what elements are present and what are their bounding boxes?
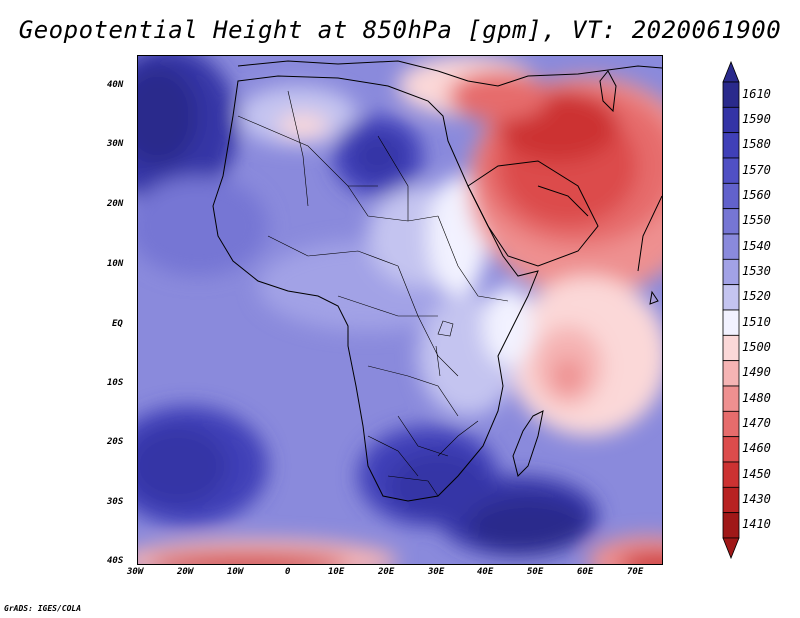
colorbar-swatch xyxy=(722,486,740,514)
map-svg xyxy=(138,56,662,564)
colorbar-label: 1530 xyxy=(742,264,771,278)
colorbar xyxy=(722,60,740,560)
lat-label: 10S xyxy=(107,378,124,388)
lon-label: 50E xyxy=(527,567,544,577)
colorbar-label: 1490 xyxy=(742,365,771,380)
lon-label: 10W xyxy=(227,567,244,577)
lat-label: EQ xyxy=(112,319,123,329)
colorbar-bottom-arrow xyxy=(722,537,740,560)
lat-label: 10N xyxy=(107,259,124,269)
colorbar-swatch xyxy=(722,182,740,210)
height-field xyxy=(138,56,662,564)
colorbar-swatch xyxy=(722,258,740,286)
lat-label: 20S xyxy=(107,437,124,447)
colorbar-label: 1520 xyxy=(742,289,771,304)
colorbar-swatch xyxy=(722,132,740,159)
credit-text: GrADS: IGES/COLA xyxy=(4,604,82,613)
lon-label: 20E xyxy=(378,567,395,577)
colorbar-swatch xyxy=(722,284,740,311)
colorbar-swatch xyxy=(722,334,740,362)
chart-title: Geopotential Height at 850hPa [gpm], VT:… xyxy=(18,16,782,44)
colorbar-label: 1410 xyxy=(742,517,771,532)
colorbar-label: 1590 xyxy=(742,112,771,126)
colorbar-top-arrow xyxy=(722,60,740,83)
colorbar-label: 1450 xyxy=(742,466,771,481)
lon-label: 70E xyxy=(627,567,644,577)
colorbar-label: 1540 xyxy=(742,238,771,253)
lon-label: 30E xyxy=(428,567,445,577)
colorbar-label: 1570 xyxy=(742,162,771,177)
colorbar-label: 1560 xyxy=(742,188,771,202)
lat-label: 40N xyxy=(107,80,124,90)
colorbar-swatch xyxy=(722,410,740,438)
map-panel xyxy=(137,55,663,565)
colorbar-swatch xyxy=(722,233,740,260)
colorbar-label: 1460 xyxy=(742,441,771,456)
lon-label: 10E xyxy=(328,567,345,577)
lon-label: 30W xyxy=(127,567,144,577)
colorbar-label: 1510 xyxy=(742,314,771,329)
colorbar-swatch xyxy=(722,309,740,336)
colorbar-label: 1470 xyxy=(742,416,771,430)
colorbar-swatches xyxy=(722,60,740,560)
lon-label: 0 xyxy=(285,567,291,577)
country-borders xyxy=(237,90,509,497)
colorbar-swatch xyxy=(722,360,740,387)
colorbar-label: 1610 xyxy=(742,86,771,101)
colorbar-swatch xyxy=(722,461,740,488)
colorbar-label: 1500 xyxy=(742,340,771,354)
colorbar-swatch xyxy=(722,106,740,134)
colorbar-swatch xyxy=(722,208,740,235)
lat-label: 30N xyxy=(107,139,124,149)
lon-label: 40E xyxy=(477,567,494,577)
colorbar-swatch xyxy=(722,157,740,184)
colorbar-label: 1430 xyxy=(742,492,771,506)
lon-label: 20W xyxy=(177,567,194,577)
lon-label: 60E xyxy=(577,567,594,577)
colorbar-swatch xyxy=(722,436,740,463)
colorbar-swatch xyxy=(722,81,740,108)
colorbar-label: 1580 xyxy=(742,137,771,152)
lat-label: 40S xyxy=(107,556,124,566)
colorbar-label: 1480 xyxy=(742,390,771,405)
colorbar-label: 1550 xyxy=(742,213,771,228)
coastlines xyxy=(212,60,662,502)
colorbar-swatch xyxy=(722,512,740,539)
lat-label: 20N xyxy=(107,199,124,209)
lat-label: 30S xyxy=(107,497,124,507)
colorbar-swatch xyxy=(722,385,740,412)
